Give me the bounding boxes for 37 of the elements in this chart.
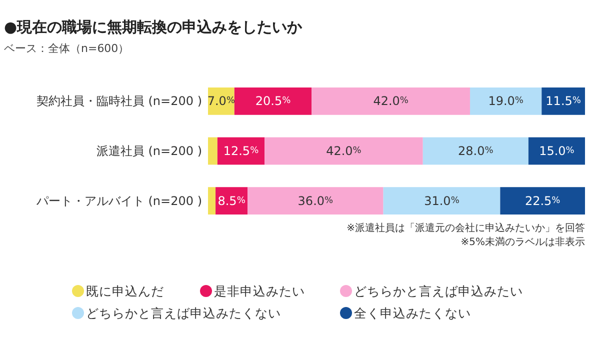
data-label: 31.0%	[424, 194, 460, 208]
bar	[248, 187, 384, 215]
bar	[264, 137, 423, 165]
legend-label: 既に申込んだ	[86, 284, 164, 298]
bar	[470, 87, 542, 115]
text: ベース：全体（n=600）	[4, 42, 130, 55]
data-label: 36.0%	[298, 194, 334, 208]
data-label: 7.0%	[207, 94, 236, 108]
y-tick-label: 派遣社員 (n=200 )	[96, 144, 202, 158]
data-label: 20.5%	[255, 94, 292, 108]
text: ※5%未満のラベルは非表示	[460, 236, 585, 248]
bar	[542, 87, 585, 115]
bar	[234, 87, 312, 115]
data-label: 11.5%	[546, 94, 582, 108]
data-label: 42.0%	[373, 94, 409, 108]
bar	[422, 137, 528, 165]
data-label: 28.0%	[458, 144, 494, 158]
bar	[312, 87, 470, 115]
bar	[208, 187, 216, 215]
bar	[528, 137, 585, 165]
data-label: 22.5%	[524, 194, 561, 208]
y-tick-label: パート・アルバイト (n=200 )	[35, 194, 202, 208]
legend-label: どちらかと言えば申込みたい	[354, 284, 523, 298]
legend-label: 是非申込みたい	[214, 284, 305, 298]
data-label: 12.5%	[223, 144, 260, 158]
data-label: 19.0%	[488, 94, 524, 108]
chart-title: ●現在の職場に無期転換の申込みをしたいか	[4, 18, 304, 36]
bar	[383, 187, 500, 215]
data-label: 8.5%	[218, 194, 246, 208]
bar	[208, 137, 218, 165]
y-tick-label: 契約社員・臨時社員 (n=200 )	[36, 94, 202, 108]
data-label: 15.0%	[539, 144, 575, 158]
bar	[500, 187, 585, 215]
annotation: ※派遣社員は「派遣元の会社に申込みたいか」を回答	[346, 222, 585, 234]
data-label: 42.0%	[326, 144, 362, 158]
legend-label: 全く申込みたくない	[354, 306, 471, 320]
legend-label: どちらかと言えば申込みたくない	[86, 306, 281, 320]
